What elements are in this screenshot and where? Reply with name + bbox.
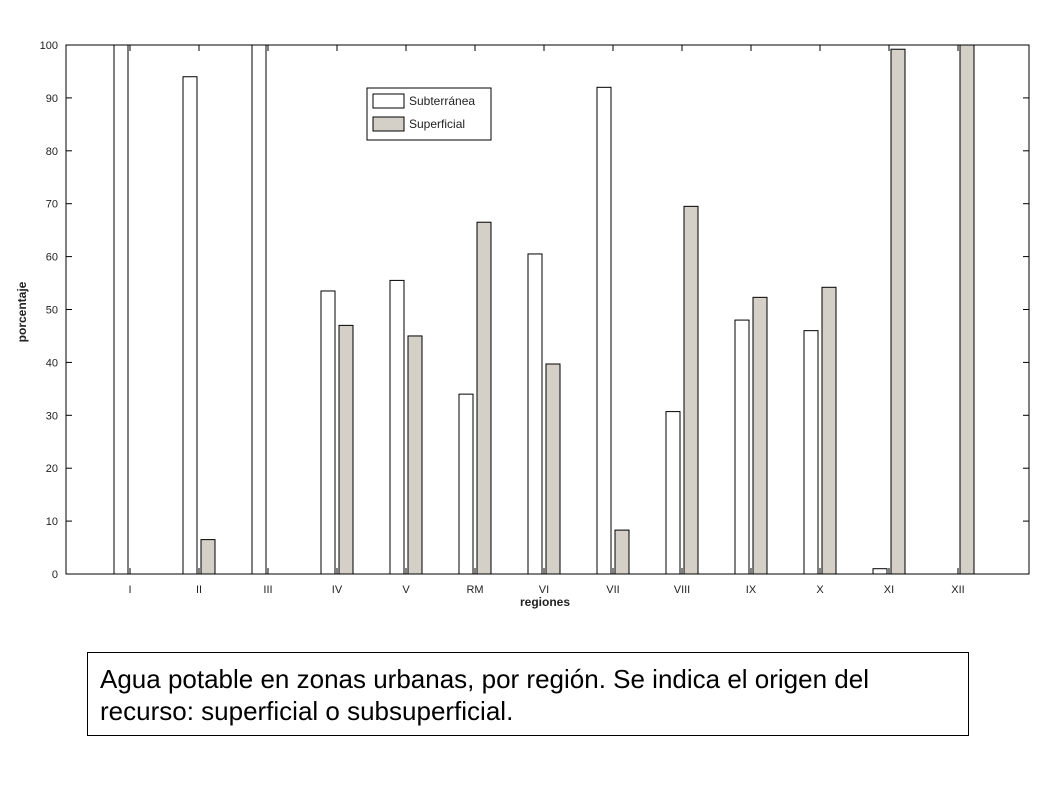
bar-subterrnea-x: [803, 330, 819, 575]
bar-subterrnea-ix: [734, 319, 750, 575]
y-tick-label: 30: [46, 410, 58, 422]
y-tick-label: 80: [46, 146, 58, 158]
bar-superficial-rm: [476, 221, 492, 575]
y-tick-label: 0: [52, 569, 58, 581]
x-tick-label: IX: [746, 584, 757, 596]
x-tick-label: RM: [466, 584, 483, 596]
bar-subterrnea-ii: [182, 76, 198, 575]
x-tick-label: XI: [884, 584, 894, 596]
y-tick-label: 40: [46, 357, 58, 369]
x-tick-label: VI: [539, 584, 549, 596]
x-tick-label: I: [128, 584, 131, 596]
x-tick-label: V: [402, 584, 410, 596]
x-tick-label: XII: [951, 584, 964, 596]
bar-superficial-ix: [752, 296, 768, 575]
bar-superficial-x: [821, 286, 837, 575]
y-tick-label: 90: [46, 93, 58, 105]
x-axis-label: regiones: [520, 595, 570, 609]
y-tick-label: 100: [40, 40, 58, 52]
bar-subterrnea-rm: [458, 393, 474, 575]
y-axis-label: porcentaje: [15, 281, 29, 342]
x-tick-label: VII: [606, 584, 619, 596]
bar-superficial-ii: [200, 539, 216, 575]
bar-subterrnea-v: [389, 279, 405, 575]
legend-swatch-subterranea: [372, 93, 405, 109]
bar-subterrnea-i: [113, 44, 129, 575]
y-tick-label: 60: [46, 252, 58, 264]
bar-subterrnea-vii: [596, 86, 612, 575]
x-tick-label: VIII: [674, 584, 691, 596]
legend-label-superficial: Superficial: [409, 117, 465, 131]
bars-layer: [113, 44, 975, 575]
y-tick-label: 50: [46, 305, 58, 317]
legend-swatch-superficial: [372, 116, 405, 132]
x-tick-label: X: [816, 584, 824, 596]
legend: Subterránea Superficial: [366, 87, 492, 141]
bar-subterrnea-xi: [872, 568, 888, 575]
legend-label-subterranea: Subterránea: [409, 94, 475, 108]
y-tick-label: 10: [46, 516, 58, 528]
y-tick-label: 20: [46, 463, 58, 475]
bar-superficial-vi: [545, 363, 561, 575]
bar-subterrnea-viii: [665, 411, 681, 575]
bar-superficial-v: [407, 335, 423, 575]
x-tick-label: III: [263, 584, 272, 596]
bar-superficial-vii: [614, 529, 630, 575]
bar-subterrnea-iii: [251, 44, 267, 575]
bar-subterrnea-iv: [320, 290, 336, 575]
x-tick-label: II: [196, 584, 202, 596]
bar-superficial-xii: [959, 44, 975, 575]
bar-superficial-viii: [683, 205, 699, 575]
bar-superficial-iv: [338, 324, 354, 575]
bar-subterrnea-vi: [527, 253, 543, 575]
y-tick-label: 70: [46, 199, 58, 211]
caption-box: Agua potable en zonas urbanas, por regió…: [87, 652, 969, 736]
bar-superficial-xi: [890, 48, 906, 575]
x-tick-label: IV: [332, 584, 343, 596]
